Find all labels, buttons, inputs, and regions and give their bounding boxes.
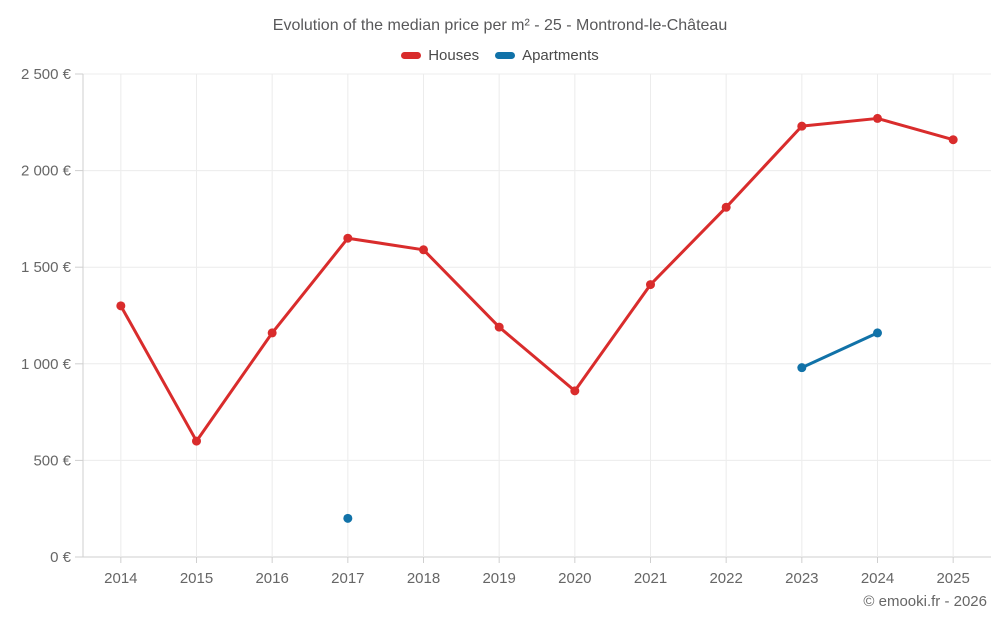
series-line-houses [119, 116, 955, 443]
point-houses-2023[interactable] [797, 121, 807, 131]
point-houses-2015[interactable] [192, 436, 201, 446]
point-apartments-2023[interactable] [797, 363, 807, 373]
point-houses-2014[interactable] [116, 301, 126, 311]
x-tick-label: 2014 [104, 570, 137, 587]
x-tick-label: 2019 [482, 570, 515, 587]
point-apartments-2024[interactable] [873, 328, 882, 338]
x-tick-label: 2018 [407, 570, 440, 587]
point-apartments-2017[interactable] [343, 513, 353, 523]
y-tick-label: 0 € [50, 549, 72, 566]
legend-label-houses: Houses [428, 47, 480, 64]
legend-swatch-houses-icon [401, 52, 422, 59]
x-tick-label: 2022 [709, 570, 742, 587]
legend-item-apartments[interactable]: Apartments [495, 47, 599, 64]
legend-item-houses[interactable]: Houses [401, 47, 479, 64]
x-tick-label: 2015 [180, 570, 213, 587]
y-tick-label: 2 000 € [21, 163, 72, 180]
copyright-credit: © emooki.fr - 2026 [863, 593, 987, 610]
chart-legend: Houses Apartments [0, 47, 1000, 64]
x-tick-label: 2024 [861, 570, 894, 587]
y-tick-label: 1 000 € [21, 356, 72, 373]
point-houses-2019[interactable] [494, 322, 504, 332]
x-tick-label: 2017 [331, 570, 364, 587]
point-houses-2025[interactable] [948, 135, 958, 145]
x-tick-label: 2016 [255, 570, 288, 587]
y-tick-label: 500 € [33, 452, 71, 469]
point-houses-2017[interactable] [343, 233, 353, 243]
point-houses-2022[interactable] [721, 202, 731, 212]
series-line-apartments [800, 331, 879, 370]
chart-title: Evolution of the median price per m² - 2… [272, 17, 728, 34]
x-tick-label: 2020 [558, 570, 591, 587]
point-houses-2024[interactable] [873, 113, 882, 123]
legend-label-apartments: Apartments [522, 47, 599, 64]
point-houses-2020[interactable] [570, 386, 580, 396]
point-houses-2016[interactable] [267, 328, 277, 338]
x-tick-label: 2025 [936, 570, 969, 587]
legend-swatch-apartments-icon [495, 52, 516, 59]
y-tick-label: 1 500 € [21, 259, 72, 276]
x-tick-label: 2023 [785, 570, 818, 587]
point-houses-2018[interactable] [419, 245, 428, 255]
point-houses-2021[interactable] [646, 280, 655, 290]
y-tick-label: 2 500 € [21, 66, 72, 83]
x-tick-label: 2021 [634, 570, 667, 587]
